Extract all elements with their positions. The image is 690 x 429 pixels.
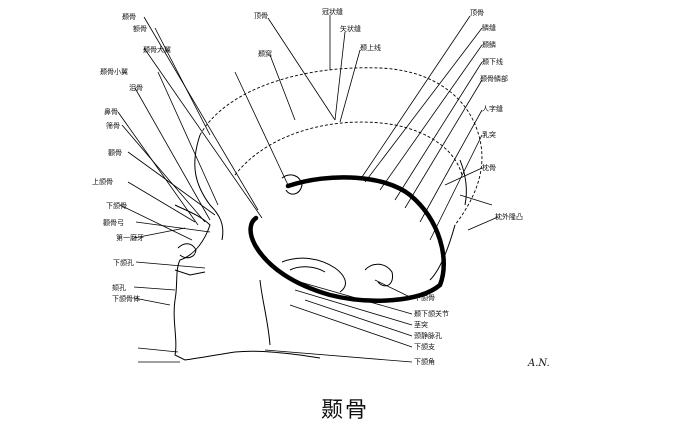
label-parietal-right: 顶骨 — [470, 9, 484, 17]
label-ethmoid: 筛骨 — [106, 121, 120, 130]
label-jugular-foramen: 颈静脉孔 — [414, 331, 442, 340]
temporal-bone-outline — [248, 175, 446, 303]
label-frontal: 额骨 — [133, 24, 147, 33]
label-mandible-upper: 下颌骨 — [106, 201, 127, 210]
label-inferior-temporal-line: 颞下线 — [482, 57, 503, 66]
skull-outline — [173, 67, 483, 361]
label-mandible-bottom: 下颌骨 — [414, 293, 435, 302]
label-greater-wing: 颞骨大翼 — [143, 45, 171, 54]
label-temporal-top: 颞骨 — [122, 13, 136, 21]
label-temporal-squama: 颞鳞 — [482, 40, 496, 49]
labels-bottom: 下颌骨 颞下颌关节 茎突 颈静脉孔 下颌支 下颌角 — [414, 293, 449, 366]
artist-signature: A.N. — [527, 358, 550, 369]
label-maxilla: 上颌骨 — [92, 177, 113, 186]
label-lambdoid-suture: 人字缝 — [482, 104, 503, 113]
label-external-occipital-protuberance: 枕外隆凸 — [495, 212, 523, 221]
labels-left: 颞骨 额骨 颞骨大翼 颞骨小翼 泪骨 鼻骨 筛骨 颧骨 上颌骨 下颌骨 颧骨弓 … — [92, 13, 171, 303]
label-squamous-part: 颞骨鳞部 — [480, 74, 508, 83]
label-zygomatic-arch: 颧骨弓 — [103, 218, 124, 227]
label-occipital: 枕骨 — [482, 163, 496, 172]
label-lesser-wing: 颞骨小翼 — [100, 67, 128, 76]
label-mandible-body: 下颌骨体 — [112, 294, 140, 303]
label-lacrimal: 泪骨 — [129, 84, 143, 92]
label-zygomatic: 颧骨 — [108, 148, 122, 157]
figure-caption: 颞骨 — [320, 398, 369, 423]
label-nasal: 鼻骨 — [104, 107, 118, 116]
label-first-molar: 第一磨牙 — [116, 233, 144, 242]
label-styloid: 茎突 — [414, 320, 428, 329]
label-tmj: 颞下颌关节 — [414, 309, 449, 318]
labels-right: 顶骨 鳞缝 颞鳞 颞下线 颞骨鳞部 人字缝 乳突 枕骨 枕外隆凸 — [470, 9, 523, 221]
label-mastoid: 乳突 — [482, 130, 496, 139]
label-temporal-fossa: 颞窝 — [258, 49, 272, 58]
label-mandibular-foramen: 下颌孔 — [113, 258, 134, 267]
label-mental-foramen: 颏孔 — [112, 283, 126, 292]
label-sagittal-suture: 矢状缝 — [340, 24, 361, 33]
label-mandible-angle: 下颌角 — [414, 357, 435, 366]
label-parietal-top: 顶骨 — [254, 12, 268, 20]
label-superior-temporal-line: 颞上线 — [360, 43, 381, 52]
labels-top: 顶骨 冠状缝 矢状缝 颞上线 颞窝 — [254, 7, 381, 58]
leader-lines — [117, 15, 499, 363]
label-ramus: 下颌支 — [414, 342, 435, 351]
label-squamous-suture: 鳞缝 — [482, 23, 496, 32]
label-coronal-suture: 冠状缝 — [322, 7, 343, 16]
